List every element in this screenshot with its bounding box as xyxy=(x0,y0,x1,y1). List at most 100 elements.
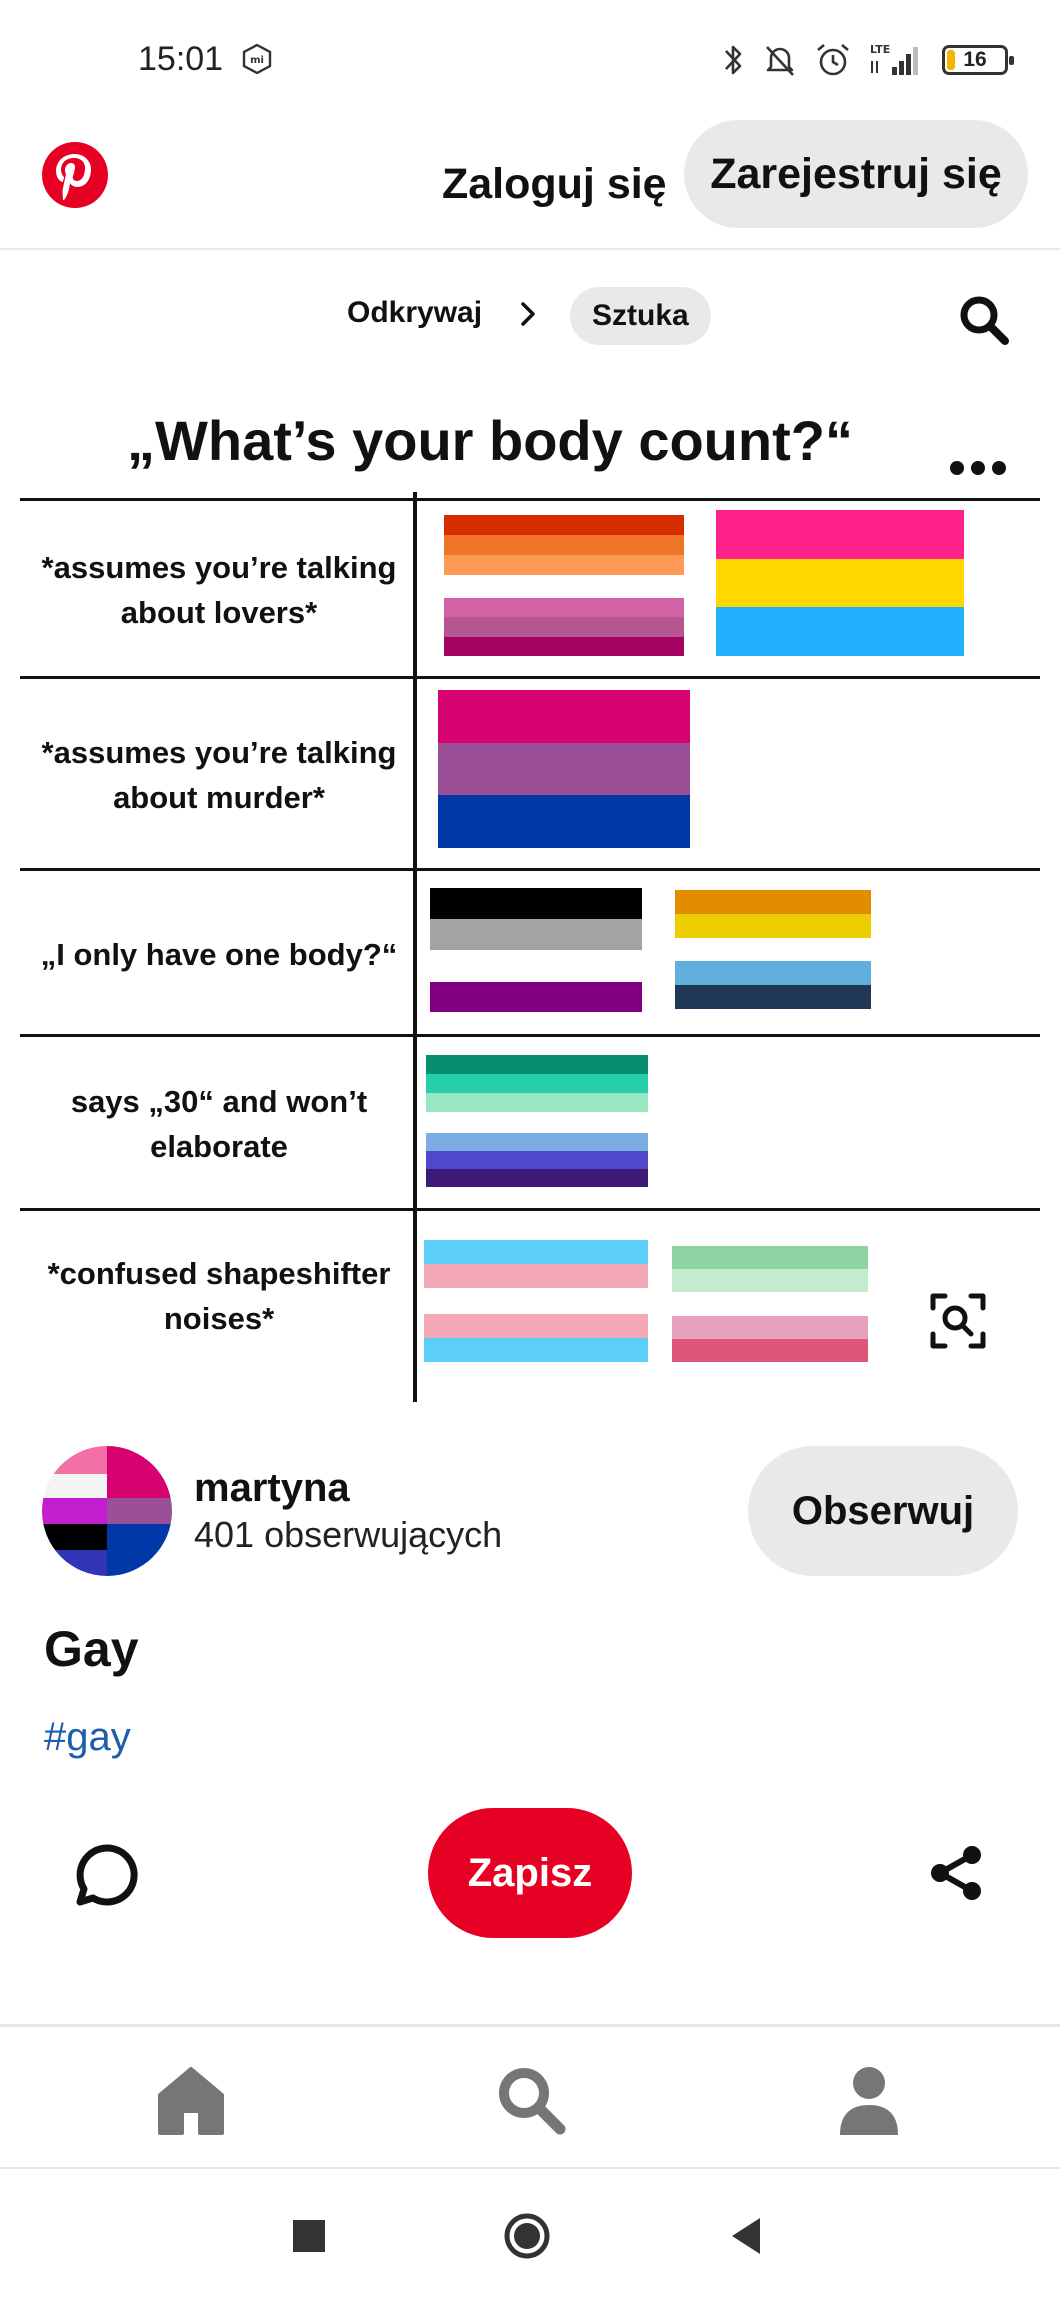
flag-stripe xyxy=(675,914,871,938)
pan-flag xyxy=(716,510,964,657)
flag-stripe xyxy=(424,1264,648,1288)
home-button-icon[interactable] xyxy=(502,2211,552,2261)
top-header: Zaloguj się xyxy=(0,120,1060,250)
muted-bell-icon xyxy=(766,46,794,76)
flag-stripe xyxy=(426,1133,648,1151)
grid-divider xyxy=(413,492,417,1402)
aroace-flag xyxy=(675,890,871,938)
flag-stripe xyxy=(672,1316,868,1339)
pin-description: Gay xyxy=(44,1621,139,1677)
row-label: *confused shapeshifter noises* xyxy=(47,1256,391,1336)
svg-text:mi: mi xyxy=(250,55,264,66)
flag-stripe xyxy=(444,598,684,618)
flag-stripe xyxy=(424,1314,648,1338)
flag-stripe xyxy=(424,1338,648,1362)
aroace-flag xyxy=(675,961,871,1009)
recents-icon[interactable] xyxy=(284,2211,334,2261)
flag-stripe xyxy=(444,535,684,555)
share-icon[interactable] xyxy=(926,1843,986,1903)
row-label: *assumes you’re talking about murder* xyxy=(41,735,397,815)
meme-row: says „30“ and won’t elaborate xyxy=(20,1034,1040,1210)
flag-stripe xyxy=(672,1246,868,1269)
register-button[interactable]: Zarejestruj się xyxy=(684,120,1028,228)
status-time: 15:01 xyxy=(138,40,224,78)
meme-row: *assumes you’re talking about murder* xyxy=(20,676,1040,870)
search-icon[interactable] xyxy=(958,294,1010,346)
flag-stripe xyxy=(716,558,964,608)
flag-stripe xyxy=(438,690,690,743)
row-label: „I only have one body?“ xyxy=(40,936,398,972)
breadcrumb: Odkrywaj Sztuka xyxy=(0,252,1060,380)
flag-stripe xyxy=(430,982,642,1012)
follower-count: 401 obserwujących xyxy=(194,1514,503,1555)
meme-row: *assumes you’re talking about lovers* xyxy=(20,498,1040,678)
hashtag-link[interactable]: #gay xyxy=(44,1715,131,1759)
row-label: *assumes you’re talking about lovers* xyxy=(41,550,397,630)
flag-stripe xyxy=(675,890,871,914)
network-label: LTE xyxy=(870,43,890,56)
flag-stripe xyxy=(424,1240,648,1264)
gay-flag xyxy=(426,1055,648,1131)
visual-search-icon[interactable] xyxy=(929,1292,987,1350)
battery-icon: 16 xyxy=(942,45,1014,75)
trans-flag xyxy=(424,1240,648,1288)
flag-stripe xyxy=(426,1151,648,1169)
save-button[interactable]: Zapisz xyxy=(428,1808,632,1938)
trans-flag xyxy=(424,1314,648,1362)
signal-icon: LTE xyxy=(870,43,918,75)
meme-row: „I only have one body?“ xyxy=(20,868,1040,1036)
flag-stripe xyxy=(444,555,684,575)
flag-stripe xyxy=(675,961,871,985)
flag-stripe xyxy=(672,1339,868,1362)
creator-name[interactable]: martyna xyxy=(194,1466,350,1510)
ace-flag xyxy=(430,888,642,950)
chevron-right-icon xyxy=(521,302,535,326)
follow-button[interactable]: Obserwuj xyxy=(748,1446,1018,1576)
profile-nav-icon[interactable] xyxy=(832,2063,906,2137)
more-options-icon[interactable] xyxy=(948,458,1008,478)
flag-stripe xyxy=(675,985,871,1009)
gay-flag xyxy=(426,1133,648,1187)
striped-flag xyxy=(672,1316,868,1362)
bi-flag xyxy=(438,690,690,849)
flag-stripe xyxy=(716,510,964,559)
status-bar: 15:01 mi LTE 16 xyxy=(0,0,1060,120)
alarm-icon xyxy=(817,44,849,76)
login-button[interactable]: Zaloguj się xyxy=(430,140,679,228)
flag-stripe xyxy=(444,515,684,535)
bottom-navigation xyxy=(0,2024,1060,2169)
back-icon[interactable] xyxy=(722,2211,772,2261)
flag-stripe xyxy=(426,1169,648,1187)
pin-image-title: „What’s your body count?“ xyxy=(127,409,853,472)
row-label: says „30“ and won’t elaborate xyxy=(70,1084,368,1164)
ace-flag xyxy=(430,982,642,1012)
meme-row: *confused shapeshifter noises* xyxy=(20,1208,1040,1400)
flag-stripe xyxy=(426,1093,648,1112)
pinterest-logo-icon[interactable] xyxy=(42,142,108,208)
striped-flag xyxy=(672,1246,868,1292)
flag-stripe xyxy=(430,919,642,950)
flag-stripe xyxy=(438,742,690,796)
lesbian-flag xyxy=(444,598,684,656)
status-icons: LTE 16 xyxy=(722,40,1014,80)
system-navigation xyxy=(0,2171,1060,2297)
battery-level: 16 xyxy=(963,48,987,71)
pin-image[interactable]: „What’s your body count?“ *assumes you’r… xyxy=(20,400,1040,1410)
bluetooth-icon xyxy=(725,45,742,75)
meme-grid: *assumes you’re talking about lovers* *a… xyxy=(20,498,1040,1400)
flag-stripe xyxy=(438,795,690,849)
breadcrumb-art[interactable]: Sztuka xyxy=(570,287,711,345)
flag-stripe xyxy=(426,1112,648,1131)
flag-stripe xyxy=(444,636,684,656)
mi-icon: mi xyxy=(242,44,272,74)
breadcrumb-explore[interactable]: Odkrywaj xyxy=(347,296,483,329)
search-nav-icon[interactable] xyxy=(494,2063,568,2137)
flag-stripe xyxy=(716,607,964,657)
flag-stripe xyxy=(444,617,684,637)
flag-stripe xyxy=(430,888,642,919)
home-icon[interactable] xyxy=(154,2063,228,2137)
avatar[interactable] xyxy=(42,1446,172,1576)
flag-stripe xyxy=(672,1269,868,1292)
comment-icon[interactable] xyxy=(74,1842,140,1908)
flag-stripe xyxy=(426,1055,648,1074)
